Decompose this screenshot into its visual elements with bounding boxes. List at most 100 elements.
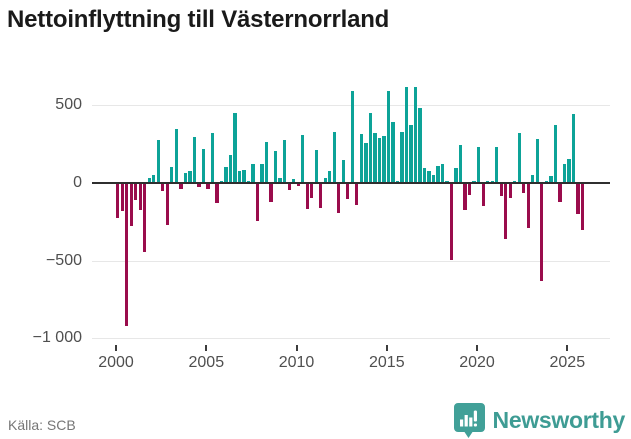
bar xyxy=(341,159,345,183)
y-tick-label: 0 xyxy=(73,174,82,191)
bar xyxy=(440,164,445,183)
y-tick-label: −1 000 xyxy=(32,329,82,346)
x-axis-tick xyxy=(115,345,117,351)
bar xyxy=(373,133,377,183)
bar xyxy=(224,166,228,183)
bar xyxy=(314,149,318,183)
bar xyxy=(147,178,151,183)
bar xyxy=(152,174,156,183)
bar xyxy=(549,176,553,183)
bar xyxy=(332,131,336,183)
bar xyxy=(454,167,458,183)
x-axis-tick xyxy=(205,345,208,351)
bar xyxy=(292,179,296,183)
bar xyxy=(228,155,233,183)
bar xyxy=(458,144,463,183)
bar xyxy=(310,184,314,198)
source-credit: Källa: SCB xyxy=(8,417,76,433)
bar xyxy=(179,184,183,189)
bar xyxy=(305,184,309,209)
bar-chart-exclamation-icon xyxy=(453,402,486,439)
bar xyxy=(400,131,404,183)
bar xyxy=(486,180,490,183)
x-tick-label: 2015 xyxy=(369,354,405,371)
bar xyxy=(467,184,472,195)
bar xyxy=(319,184,323,209)
bar xyxy=(427,170,431,183)
bar xyxy=(377,137,382,183)
bar xyxy=(413,87,418,183)
x-axis-tick xyxy=(476,345,478,351)
bar xyxy=(125,184,129,327)
bar xyxy=(233,113,237,183)
bar xyxy=(287,184,291,191)
bar xyxy=(269,184,273,202)
bar xyxy=(540,184,544,282)
bar xyxy=(192,137,197,183)
bar xyxy=(449,184,454,261)
bar xyxy=(183,172,188,183)
bar xyxy=(129,184,133,226)
bar xyxy=(422,168,427,183)
bar xyxy=(522,184,526,193)
x-tick-label: 2000 xyxy=(98,354,134,371)
bar xyxy=(558,184,562,202)
bar xyxy=(120,184,124,212)
bar xyxy=(580,184,585,230)
x-tick-label: 2010 xyxy=(278,354,315,371)
bar xyxy=(526,184,530,229)
bar xyxy=(382,135,386,183)
bar xyxy=(188,170,192,183)
bar xyxy=(346,184,350,199)
newsworthy-logo: Newsworthy xyxy=(453,402,625,439)
bar xyxy=(260,163,264,183)
bar xyxy=(368,113,373,183)
x-axis-tick xyxy=(385,345,388,351)
bar xyxy=(197,184,201,188)
bar xyxy=(337,184,341,213)
y-tick-label: −500 xyxy=(45,252,82,269)
bar xyxy=(206,184,210,190)
bar xyxy=(170,166,174,183)
bar xyxy=(431,174,436,183)
bar xyxy=(161,184,165,191)
bar xyxy=(156,140,160,183)
bar xyxy=(504,184,508,240)
x-tick-label: 2020 xyxy=(459,354,495,371)
bar xyxy=(237,171,242,183)
bar xyxy=(531,174,535,183)
bar xyxy=(571,113,576,183)
bar xyxy=(355,184,359,205)
gridline xyxy=(92,338,610,339)
bar xyxy=(323,178,327,183)
bar xyxy=(391,121,395,183)
bar xyxy=(201,148,206,183)
bar xyxy=(282,139,287,183)
bar xyxy=(567,158,571,183)
bar xyxy=(576,184,580,215)
bar xyxy=(418,107,422,183)
bar xyxy=(296,184,300,187)
bar xyxy=(495,146,499,183)
bar xyxy=(359,134,363,183)
bar xyxy=(517,133,521,183)
bar xyxy=(210,133,215,183)
bar xyxy=(404,86,409,183)
x-tick-label: 2005 xyxy=(188,354,225,371)
bar xyxy=(143,184,147,253)
bar xyxy=(409,124,413,183)
bar xyxy=(328,170,332,183)
bar xyxy=(350,90,354,183)
bar xyxy=(264,141,269,183)
bar xyxy=(535,138,539,183)
y-tick-label: 500 xyxy=(55,96,82,113)
bar xyxy=(562,164,567,183)
zero-axis-line xyxy=(92,182,610,184)
bar xyxy=(463,184,467,210)
bar xyxy=(436,165,440,183)
x-axis-tick xyxy=(566,345,569,351)
bar xyxy=(278,178,282,183)
bar xyxy=(116,184,120,219)
bar xyxy=(553,124,558,183)
